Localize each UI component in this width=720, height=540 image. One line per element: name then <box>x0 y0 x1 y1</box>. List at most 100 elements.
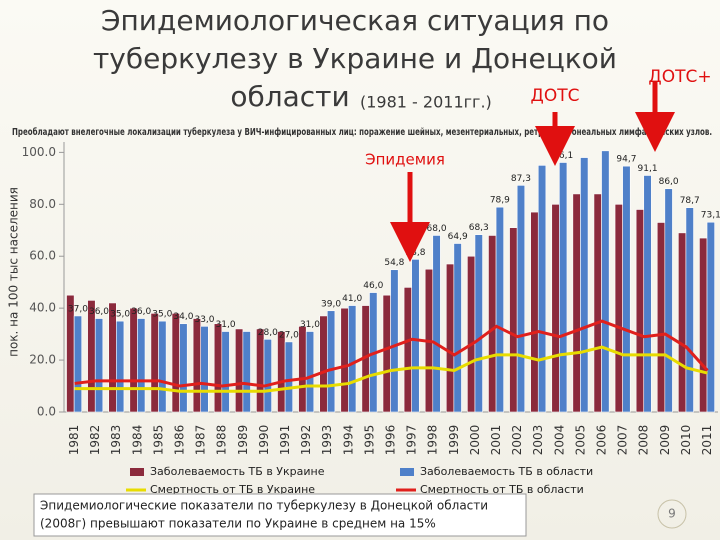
line <box>74 319 709 388</box>
page-number: 9 <box>668 507 676 521</box>
x-tick-label: 1991 <box>278 425 292 456</box>
data-label: 31,0 <box>216 320 236 330</box>
bar <box>453 243 462 413</box>
legend-label: Заболеваемость ТБ в Украине <box>150 465 325 478</box>
bar <box>179 323 188 413</box>
data-label: 86,0 <box>659 177 679 187</box>
x-tick-label: 2002 <box>510 425 524 456</box>
bar <box>116 320 125 413</box>
bar <box>171 313 180 413</box>
bar <box>572 193 581 413</box>
data-label: 35,0 <box>152 310 172 320</box>
x-tick-label: 1998 <box>426 425 440 456</box>
x-tick-label: 1994 <box>341 425 355 456</box>
bar <box>467 255 476 413</box>
bar <box>235 328 244 413</box>
footer-box <box>33 493 527 537</box>
bar <box>73 315 83 413</box>
data-label: 27,0 <box>279 330 299 340</box>
data-label: 78,7 <box>680 196 700 206</box>
bar <box>390 269 399 413</box>
x-tick-label: 1985 <box>151 425 165 456</box>
bar <box>277 331 286 413</box>
bar <box>432 235 441 413</box>
data-label: 39,0 <box>321 299 341 309</box>
bar <box>382 294 391 413</box>
x-tick-label: 2000 <box>468 425 482 456</box>
bar <box>192 318 202 413</box>
x-tick-label: 1992 <box>299 425 313 456</box>
title-years: (1981 - 2011гг.) <box>360 93 492 112</box>
data-label: 96,1 <box>553 151 573 161</box>
x-tick-label: 2008 <box>637 425 651 456</box>
y-tick-label: 80.0 <box>29 197 56 211</box>
x-tick-label: 1996 <box>384 425 398 456</box>
annotation: ДОТС+ <box>648 67 711 87</box>
bar <box>685 207 694 413</box>
bar <box>87 300 96 413</box>
data-label: 35,0 <box>110 310 130 320</box>
x-tick-label: 1981 <box>67 425 81 456</box>
bar <box>305 331 315 413</box>
x-tick-label: 2004 <box>552 425 566 456</box>
bar <box>699 237 708 413</box>
y-tick-label: 60.0 <box>29 249 56 263</box>
x-tick-label: 1990 <box>257 425 271 456</box>
x-tick-label: 2005 <box>573 425 587 456</box>
subtitle: Преобладают внелегочные локализации тубе… <box>12 126 712 138</box>
x-tick-label: 1984 <box>130 425 144 456</box>
bar <box>411 259 420 413</box>
title-line: области <box>230 80 349 113</box>
data-label: 28,0 <box>258 328 278 338</box>
x-tick-label: 1982 <box>88 425 102 456</box>
bar <box>516 185 526 413</box>
bar <box>474 234 483 413</box>
legend-swatch <box>400 468 414 476</box>
footer-text: (2008г) превышают показатели по Украине … <box>40 517 436 531</box>
bar <box>150 313 159 413</box>
x-tick-label: 1983 <box>109 425 123 456</box>
data-label: 87,3 <box>511 174 531 184</box>
x-tick-label: 1989 <box>236 425 250 456</box>
y-tick-label: 20.0 <box>29 353 56 367</box>
legend-label: Заболеваемость ТБ в области <box>420 465 593 478</box>
bar <box>678 232 687 413</box>
bar <box>643 175 652 413</box>
page-number-circle <box>657 499 687 529</box>
bar <box>593 193 602 413</box>
bar <box>200 326 209 413</box>
x-tick-label: 2006 <box>594 425 608 456</box>
data-label: 94,7 <box>616 155 636 165</box>
data-label: 91,1 <box>638 164 658 174</box>
bar <box>601 150 610 413</box>
bar <box>263 339 272 413</box>
y-axis-label: пок. на 100 тыс населения <box>7 187 21 357</box>
bar <box>614 204 623 413</box>
data-label: 36,0 <box>89 307 109 317</box>
bar <box>488 235 497 413</box>
data-label: 46,0 <box>363 281 383 291</box>
bar <box>509 227 518 413</box>
legend-label: Смертность от ТБ в области <box>420 483 584 496</box>
bar <box>256 328 265 413</box>
bar <box>559 162 568 413</box>
data-label: 37,0 <box>68 304 88 314</box>
bar <box>664 188 673 413</box>
y-tick-label: 0.0 <box>37 405 56 419</box>
y-tick-label: 100.0 <box>22 145 56 159</box>
plot: 0.0 20.0 40.0 60.0 80.0 100.0 1981 1982 1983 1984… <box>22 142 720 455</box>
x-tick-label: 2010 <box>679 425 693 456</box>
x-tick-label: 1993 <box>320 425 334 456</box>
data-label: 31,0 <box>300 320 320 330</box>
bar <box>348 305 357 413</box>
x-tick-label: 1988 <box>215 425 229 456</box>
bar <box>403 287 412 413</box>
bar <box>94 318 104 413</box>
x-tick-label: 2003 <box>531 425 545 456</box>
bar <box>622 165 631 413</box>
data-label: 34,0 <box>173 312 193 322</box>
bar <box>242 331 251 413</box>
data-label: 41,0 <box>342 294 362 304</box>
